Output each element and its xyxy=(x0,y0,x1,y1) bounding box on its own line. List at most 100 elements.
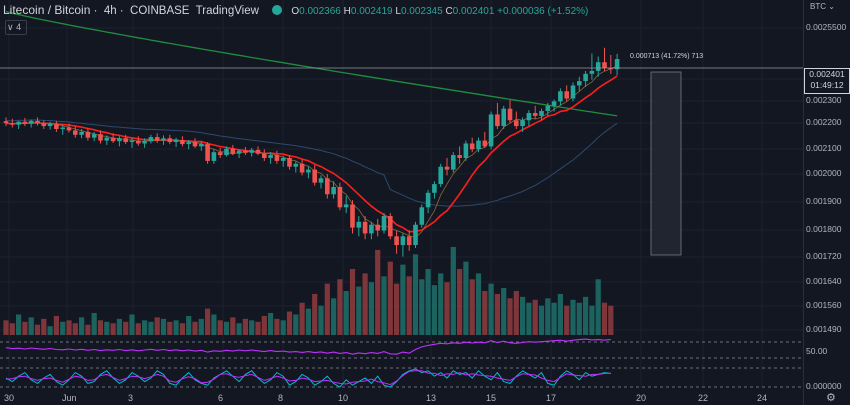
volume-bar xyxy=(438,273,444,335)
time-tick-label: 13 xyxy=(426,393,437,403)
candle-body xyxy=(394,236,399,246)
volume-bar xyxy=(9,323,15,335)
current-price-label: 0.002401 01:49:12 xyxy=(804,68,850,94)
volume-bar xyxy=(608,305,614,335)
candle-body xyxy=(167,138,173,143)
candle-body xyxy=(514,120,519,127)
candle-body xyxy=(602,62,607,69)
candle-body xyxy=(551,101,557,106)
candle-body xyxy=(482,140,488,147)
interval[interactable]: 4h xyxy=(103,5,117,17)
time-tick-label: Jun xyxy=(62,393,77,403)
candle-body xyxy=(331,187,336,195)
candle-body xyxy=(249,149,254,153)
candle-body xyxy=(54,123,59,129)
candle-body xyxy=(545,105,551,111)
symbol-name[interactable]: Litecoin / Bitcoin xyxy=(3,3,91,17)
candle-body xyxy=(142,141,147,144)
time-tick-label: 24 xyxy=(757,393,768,403)
volume-bar xyxy=(305,308,311,335)
time-tick-label: 15 xyxy=(486,393,497,403)
volume-bar xyxy=(268,313,274,335)
volume-bar xyxy=(343,291,349,335)
stoch-pane xyxy=(0,367,803,388)
volume-bar xyxy=(47,326,53,335)
candle-body xyxy=(60,127,65,129)
candle-body xyxy=(129,140,135,143)
source-name: TradingView xyxy=(195,5,259,17)
measure-box[interactable] xyxy=(650,71,682,256)
volume-bar xyxy=(538,305,545,335)
volume-bar xyxy=(223,321,230,335)
time-tick-label: 6 xyxy=(218,393,224,403)
candle-body xyxy=(268,155,273,158)
volume-bar xyxy=(387,261,393,335)
candle-body xyxy=(369,224,374,234)
candle-body xyxy=(16,121,21,125)
volume-bar xyxy=(595,279,601,335)
volume-bar xyxy=(22,321,28,335)
candle-body xyxy=(570,85,576,99)
volume-bar xyxy=(142,320,148,335)
candle-body xyxy=(299,163,305,173)
candle-body xyxy=(589,70,595,74)
price-tick-label: 0.001800 xyxy=(806,224,842,234)
volume-bar xyxy=(444,282,450,335)
volume-bar xyxy=(394,283,400,335)
volume-bar xyxy=(601,302,608,335)
candle-body xyxy=(526,113,532,121)
collapse-indicators-button[interactable]: ∨ 4 xyxy=(5,20,27,35)
time-tick-label: 17 xyxy=(546,393,557,403)
candle-body xyxy=(224,148,229,156)
candle-body xyxy=(583,73,588,82)
candle-body xyxy=(306,169,311,173)
volume-bar xyxy=(450,247,456,335)
price-tick-label: 0.001560 xyxy=(806,300,842,310)
volume-bar xyxy=(160,318,167,335)
volume-bar xyxy=(211,314,217,335)
candle-body xyxy=(243,150,248,153)
candle-body xyxy=(274,155,280,161)
price-tick-label: 0.002000 xyxy=(806,168,842,178)
price-chart[interactable] xyxy=(0,0,803,405)
candle-body xyxy=(463,143,469,158)
candle-body xyxy=(413,224,418,246)
candle-body xyxy=(532,113,538,116)
time-tick-label: 10 xyxy=(338,393,349,403)
price-tick-label: 0.001640 xyxy=(806,276,842,286)
candle-body xyxy=(117,138,122,142)
volume-bar xyxy=(198,318,204,335)
candle-body xyxy=(425,192,431,208)
volume-bar xyxy=(513,291,519,335)
candle-body xyxy=(614,59,620,70)
candle-body xyxy=(148,137,154,142)
volume-bar xyxy=(255,321,261,335)
price-tick-label: 0.002200 xyxy=(806,117,842,127)
candle-body xyxy=(10,123,15,125)
volume-bar xyxy=(116,318,122,335)
candle-body xyxy=(35,120,40,124)
candle-body xyxy=(577,81,582,86)
candle-body xyxy=(205,144,210,161)
candle-body xyxy=(507,108,513,121)
candle-body xyxy=(457,155,462,158)
candle-body xyxy=(318,178,324,183)
price-axis[interactable] xyxy=(803,0,850,405)
candle-body xyxy=(28,120,34,124)
volume-bar xyxy=(482,291,488,335)
settings-gear-icon[interactable]: ⚙ xyxy=(826,392,836,404)
currency-selector[interactable]: BTC ⌄ xyxy=(810,2,835,11)
volume-bar xyxy=(154,317,160,335)
volume-bar xyxy=(431,285,437,335)
volume-bar xyxy=(381,276,387,335)
volume-bar xyxy=(526,302,532,335)
volume-bar xyxy=(375,249,381,335)
candle-body xyxy=(211,152,217,161)
candle-body xyxy=(262,153,267,158)
volume-bar xyxy=(312,293,318,335)
volume-bar xyxy=(463,261,469,335)
candle-body xyxy=(192,142,198,147)
volume-bar xyxy=(488,283,494,335)
volume-bar xyxy=(41,318,47,335)
volume-bar xyxy=(412,254,419,335)
